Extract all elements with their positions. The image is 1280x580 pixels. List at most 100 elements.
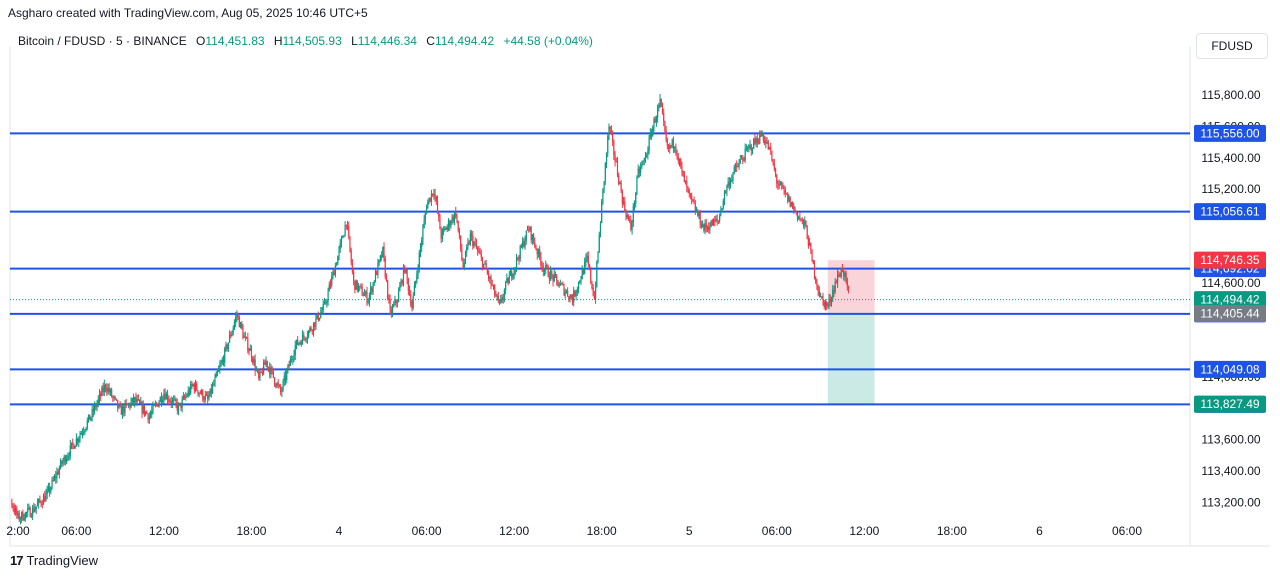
- candle-body: [710, 220, 712, 227]
- candle-body: [750, 144, 752, 151]
- candle-body: [348, 225, 350, 237]
- candle-body: [709, 226, 711, 231]
- candle-body: [288, 364, 290, 366]
- candle-body: [650, 133, 653, 136]
- candle-body: [382, 246, 384, 258]
- candle-body: [193, 384, 195, 391]
- candle-body: [620, 182, 622, 192]
- candle-body: [356, 280, 358, 291]
- candle-body: [388, 298, 390, 300]
- candle-body: [294, 345, 296, 356]
- candle-body: [247, 338, 249, 351]
- level-price-tag-bg: [1194, 360, 1266, 378]
- candle-body: [625, 210, 627, 218]
- candle-body: [485, 263, 487, 270]
- candle-body: [106, 388, 108, 392]
- candle-body: [154, 403, 157, 406]
- candle-body: [197, 390, 199, 394]
- candle-body: [329, 284, 332, 286]
- candle-body: [632, 205, 634, 223]
- candle-body: [255, 370, 257, 372]
- candle-body: [45, 493, 47, 502]
- candle-body: [829, 298, 831, 302]
- candle-body: [128, 403, 130, 405]
- candle-body: [599, 223, 602, 235]
- candle-body: [705, 223, 707, 228]
- candle-body: [68, 456, 70, 458]
- candle-body: [137, 399, 139, 401]
- candle-body: [112, 396, 114, 398]
- candle-body: [333, 271, 335, 276]
- candle-body: [845, 273, 847, 279]
- candle-body: [736, 165, 738, 168]
- candle-body: [830, 298, 833, 302]
- x-tick-label: 06:00: [61, 524, 91, 538]
- candle-body: [96, 403, 98, 408]
- candle-body: [401, 280, 403, 284]
- candle-body: [374, 271, 377, 283]
- candle-body: [648, 137, 650, 151]
- candle-body: [219, 365, 221, 370]
- candle-body: [759, 133, 761, 144]
- candle-body: [419, 246, 422, 253]
- candle-body: [404, 267, 406, 273]
- chart-caption: Asgharo created with TradingView.com, Au…: [8, 6, 368, 20]
- candle-body: [603, 181, 605, 189]
- candle-body: [222, 359, 225, 363]
- candle-body: [196, 383, 198, 391]
- symbol-name[interactable]: Bitcoin / FDUSD · 5 · BINANCE: [18, 34, 187, 48]
- candle-body: [120, 406, 122, 415]
- candle-body: [495, 294, 497, 297]
- candle-body: [773, 163, 775, 170]
- candle-body: [209, 388, 211, 397]
- candle-body: [174, 399, 176, 401]
- candle-body: [98, 393, 101, 399]
- ohlc-open-key: O: [196, 34, 206, 48]
- candle-body: [496, 295, 498, 297]
- candle-body: [744, 148, 746, 161]
- candle-body: [784, 189, 786, 194]
- candle-body: [21, 511, 23, 519]
- candle-body: [743, 159, 745, 161]
- candle-body: [649, 133, 651, 138]
- price-tag: 114,405.44: [1200, 307, 1259, 321]
- candle-body: [384, 258, 386, 277]
- ohlc-high-value: 114,505.93: [282, 34, 342, 48]
- candle-body: [834, 281, 836, 292]
- candle-body: [38, 499, 40, 504]
- candle-body: [804, 221, 806, 226]
- candle-body: [633, 203, 636, 206]
- candle-body: [78, 438, 80, 442]
- candle-body: [568, 296, 570, 300]
- candle-body: [548, 276, 550, 280]
- candle-body: [49, 486, 51, 493]
- candle-body: [107, 387, 109, 392]
- candle-body: [450, 223, 452, 227]
- candle-body: [269, 367, 271, 375]
- candle-body: [558, 285, 560, 287]
- candle-body: [170, 401, 172, 404]
- candle-body: [580, 279, 582, 282]
- candle-body: [89, 414, 91, 421]
- candle-body: [822, 297, 824, 301]
- candle-body: [682, 170, 684, 174]
- candle-body: [314, 322, 316, 327]
- candle-body: [243, 336, 245, 338]
- candle-body: [663, 113, 665, 122]
- level-price-tag: 115,056.61: [1200, 205, 1259, 219]
- currency-button[interactable]: FDUSD: [1196, 33, 1268, 59]
- candle-body: [836, 274, 839, 283]
- candle-body: [202, 390, 204, 400]
- candle-body: [609, 126, 611, 130]
- y-tick-label: 115,200.00: [1201, 182, 1260, 196]
- candle-body: [464, 251, 467, 263]
- candle-body: [53, 476, 56, 481]
- candle-body: [809, 242, 811, 246]
- candle-body: [683, 173, 685, 183]
- candle-body: [218, 369, 220, 372]
- candle-body: [417, 269, 419, 275]
- x-tick-label: 12:00: [849, 524, 879, 538]
- candle-body: [108, 387, 110, 393]
- candle-body: [554, 273, 557, 276]
